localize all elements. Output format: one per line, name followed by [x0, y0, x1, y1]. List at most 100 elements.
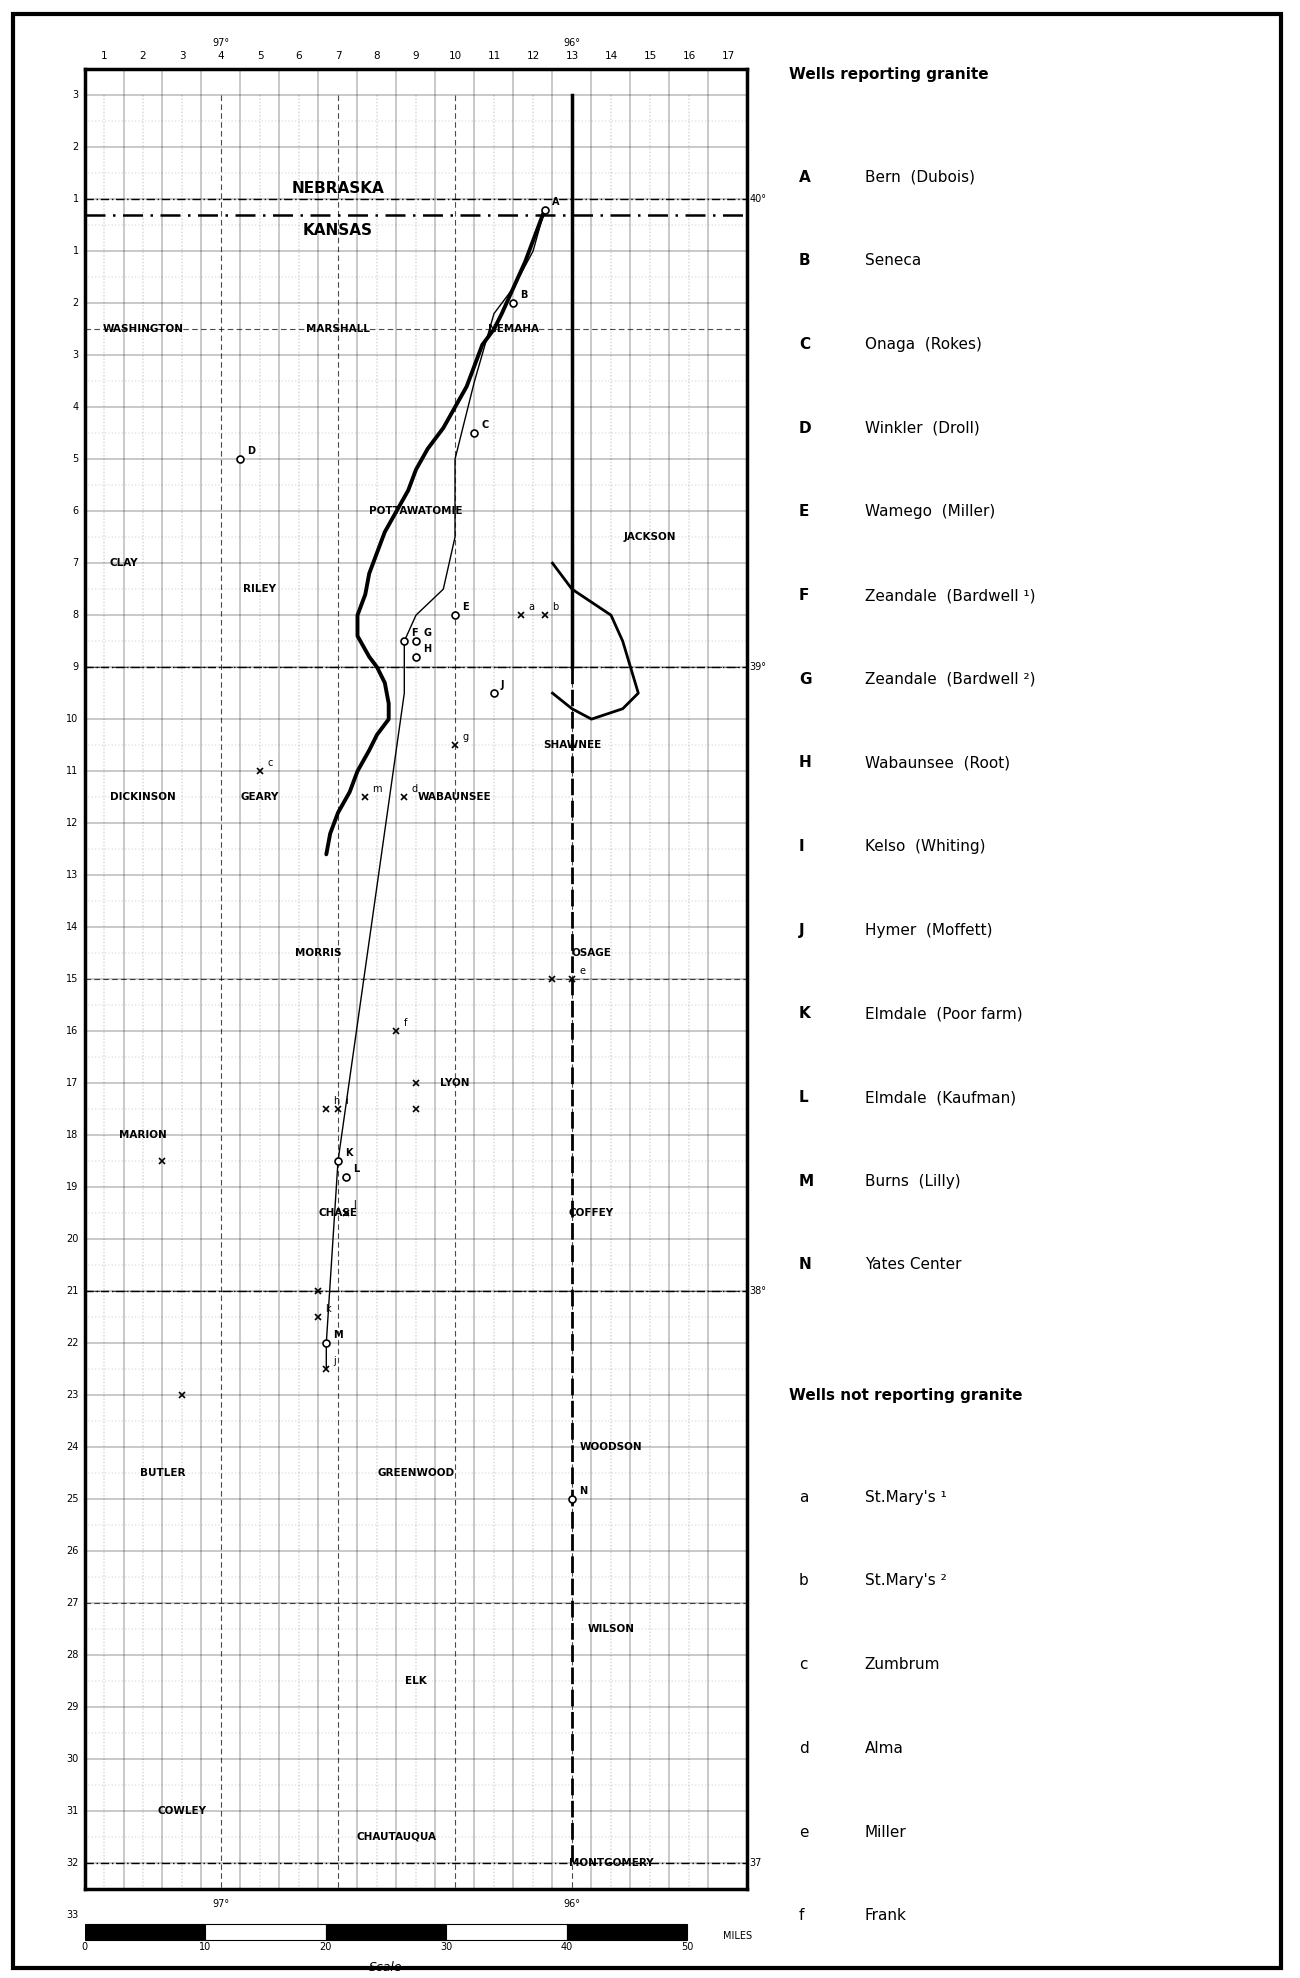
Text: 15: 15	[644, 51, 656, 61]
Text: C: C	[481, 421, 489, 431]
Text: G: G	[422, 629, 432, 639]
Text: 12: 12	[526, 51, 539, 61]
Text: J: J	[798, 922, 805, 938]
Text: 37: 37	[749, 1857, 762, 1867]
Text: Wamego  (Miller): Wamego (Miller)	[864, 504, 994, 520]
Text: 7: 7	[334, 51, 342, 61]
Text: l: l	[352, 1201, 356, 1211]
Text: 10: 10	[199, 1942, 211, 1952]
Text: Winkler  (Droll): Winkler (Droll)	[864, 421, 979, 435]
Text: F: F	[798, 587, 809, 603]
Text: 5: 5	[256, 51, 264, 61]
Text: H: H	[422, 645, 432, 655]
Text: 17: 17	[722, 51, 734, 61]
Text: C: C	[798, 336, 810, 352]
Text: Alma: Alma	[864, 1741, 903, 1756]
Text: 24: 24	[66, 1442, 79, 1452]
Text: 8: 8	[373, 51, 381, 61]
Bar	[205, 1925, 325, 1940]
Text: D: D	[798, 421, 811, 435]
Text: A: A	[551, 198, 559, 208]
Text: a: a	[528, 603, 534, 613]
Text: f: f	[403, 1019, 407, 1029]
Text: N: N	[578, 1485, 588, 1495]
Text: DICKINSON: DICKINSON	[111, 791, 176, 803]
Text: 20: 20	[320, 1942, 332, 1952]
Text: I: I	[798, 839, 805, 854]
Text: 28: 28	[66, 1650, 79, 1660]
Text: Elmdale  (Poor farm): Elmdale (Poor farm)	[864, 1007, 1022, 1021]
Text: Kelso  (Whiting): Kelso (Whiting)	[864, 839, 985, 854]
Text: 16: 16	[66, 1027, 79, 1036]
Text: 19: 19	[66, 1183, 79, 1193]
Text: J: J	[500, 680, 504, 690]
Text: B: B	[520, 291, 528, 301]
Text: KANSAS: KANSAS	[303, 224, 373, 237]
Text: 1: 1	[100, 51, 108, 61]
Text: k: k	[325, 1304, 332, 1313]
Text: Scale: Scale	[369, 1962, 403, 1974]
Text: Wells not reporting granite: Wells not reporting granite	[789, 1389, 1022, 1402]
Text: 40°: 40°	[749, 194, 767, 204]
Text: A: A	[798, 170, 811, 184]
Text: OSAGE: OSAGE	[572, 947, 611, 957]
Text: JACKSON: JACKSON	[624, 532, 676, 542]
Text: i: i	[344, 1096, 348, 1106]
Text: a: a	[798, 1489, 809, 1505]
Text: WABAUNSEE: WABAUNSEE	[419, 791, 491, 803]
Text: 39°: 39°	[749, 663, 767, 673]
Text: Bern  (Dubois): Bern (Dubois)	[864, 170, 975, 184]
Text: 38°: 38°	[749, 1286, 767, 1296]
Text: GREENWOOD: GREENWOOD	[377, 1468, 455, 1478]
Text: 7: 7	[73, 558, 79, 568]
Text: K: K	[344, 1149, 352, 1159]
Text: 10: 10	[448, 51, 461, 61]
Text: e: e	[798, 1824, 809, 1840]
Text: WOODSON: WOODSON	[580, 1442, 642, 1452]
Text: f: f	[798, 1909, 805, 1923]
Text: b: b	[798, 1574, 809, 1588]
Text: H: H	[798, 756, 811, 769]
Text: 10: 10	[66, 714, 79, 724]
Text: c: c	[798, 1658, 807, 1671]
Text: 2: 2	[73, 299, 79, 309]
Text: CLAY: CLAY	[109, 558, 138, 568]
Text: N: N	[798, 1258, 811, 1272]
Text: Wells reporting granite: Wells reporting granite	[789, 67, 988, 83]
Text: WILSON: WILSON	[588, 1624, 634, 1634]
Text: 31: 31	[66, 1806, 79, 1816]
Text: ELK: ELK	[406, 1675, 426, 1685]
Text: NEMAHA: NEMAHA	[488, 324, 540, 334]
Text: 6: 6	[295, 51, 303, 61]
Text: 20: 20	[66, 1234, 79, 1244]
Text: c: c	[266, 758, 273, 767]
Text: G: G	[798, 673, 811, 686]
Text: St.Mary's ¹: St.Mary's ¹	[864, 1489, 946, 1505]
Text: 3: 3	[178, 51, 186, 61]
Text: 8: 8	[73, 609, 79, 621]
Text: 97°: 97°	[212, 1899, 230, 1909]
Text: 25: 25	[66, 1493, 79, 1503]
Text: Zumbrum: Zumbrum	[864, 1658, 940, 1671]
Text: b: b	[551, 603, 558, 613]
Bar	[84, 1925, 205, 1940]
Text: 4: 4	[217, 51, 225, 61]
Text: LYON: LYON	[441, 1078, 469, 1088]
Text: 15: 15	[66, 973, 79, 985]
Text: POTTAWATOMIE: POTTAWATOMIE	[369, 506, 463, 516]
Text: Zeandale  (Bardwell ²): Zeandale (Bardwell ²)	[864, 673, 1035, 686]
Text: 97°: 97°	[212, 38, 230, 47]
Text: Miller: Miller	[864, 1824, 906, 1840]
Text: 16: 16	[682, 51, 696, 61]
Text: RILEY: RILEY	[243, 584, 277, 593]
Text: 21: 21	[66, 1286, 79, 1296]
Text: E: E	[798, 504, 809, 520]
Text: MARION: MARION	[120, 1129, 166, 1139]
Text: Elmdale  (Kaufman): Elmdale (Kaufman)	[864, 1090, 1015, 1106]
Text: 1: 1	[73, 194, 79, 204]
Bar	[567, 1925, 688, 1940]
Text: 33: 33	[66, 1911, 79, 1921]
Text: COWLEY: COWLEY	[157, 1806, 207, 1816]
Text: GEARY: GEARY	[240, 791, 280, 803]
Text: MILES: MILES	[723, 1931, 753, 1942]
